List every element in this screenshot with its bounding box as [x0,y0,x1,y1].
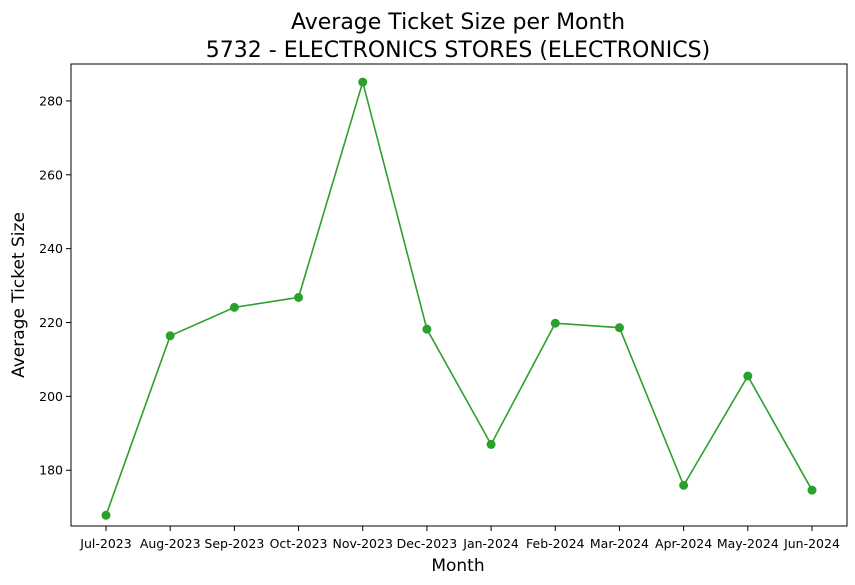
y-tick-label: 240 [39,241,63,256]
x-tick-label: Feb-2024 [526,536,585,551]
chart-subtitle: 5732 - ELECTRONICS STORES (ELECTRONICS) [206,38,710,63]
data-point [743,371,753,381]
series-line [105,79,813,516]
y-axis-label: Average Ticket Size [9,212,29,378]
data-point [294,292,304,302]
x-tick-label: May-2024 [717,536,779,551]
x-tick-label: Apr-2024 [655,536,712,551]
data-point [165,331,175,341]
x-tick-label: Dec-2023 [397,536,458,551]
chart-title: Average Ticket Size per Month [291,10,625,35]
x-tick-label: Aug-2023 [140,536,201,551]
data-point [229,302,239,312]
data-point [101,510,111,520]
y-tick-label: 280 [39,93,63,108]
data-point [486,439,496,449]
data-point [614,323,624,333]
y-tick-label: 200 [39,389,63,404]
x-axis-ticks: Jul-2023 Aug-2023 Sep-2023 Oct-2023 Nov-2023… [79,526,840,551]
y-tick-label: 180 [39,463,63,478]
data-point [550,318,560,328]
series-layer [101,77,817,520]
plot-area-frame [70,63,848,527]
x-tick-label: Sep-2023 [204,536,264,551]
x-tick-label: Mar-2024 [590,536,649,551]
x-tick-label: Jul-2023 [79,536,131,551]
x-tick-label: Jan-2024 [462,536,519,551]
y-tick-label: 220 [39,315,63,330]
x-tick-label: Jun-2024 [783,536,840,551]
data-point [358,77,368,87]
data-point [807,485,817,495]
x-tick-label: Oct-2023 [270,536,328,551]
y-axis-ticks: 180 200 220 240 260 280 [39,93,71,478]
y-tick-label: 260 [39,167,63,182]
x-axis-label: Month [431,556,484,576]
data-point [422,324,432,334]
data-point [679,480,689,490]
x-tick-label: Nov-2023 [333,536,393,551]
